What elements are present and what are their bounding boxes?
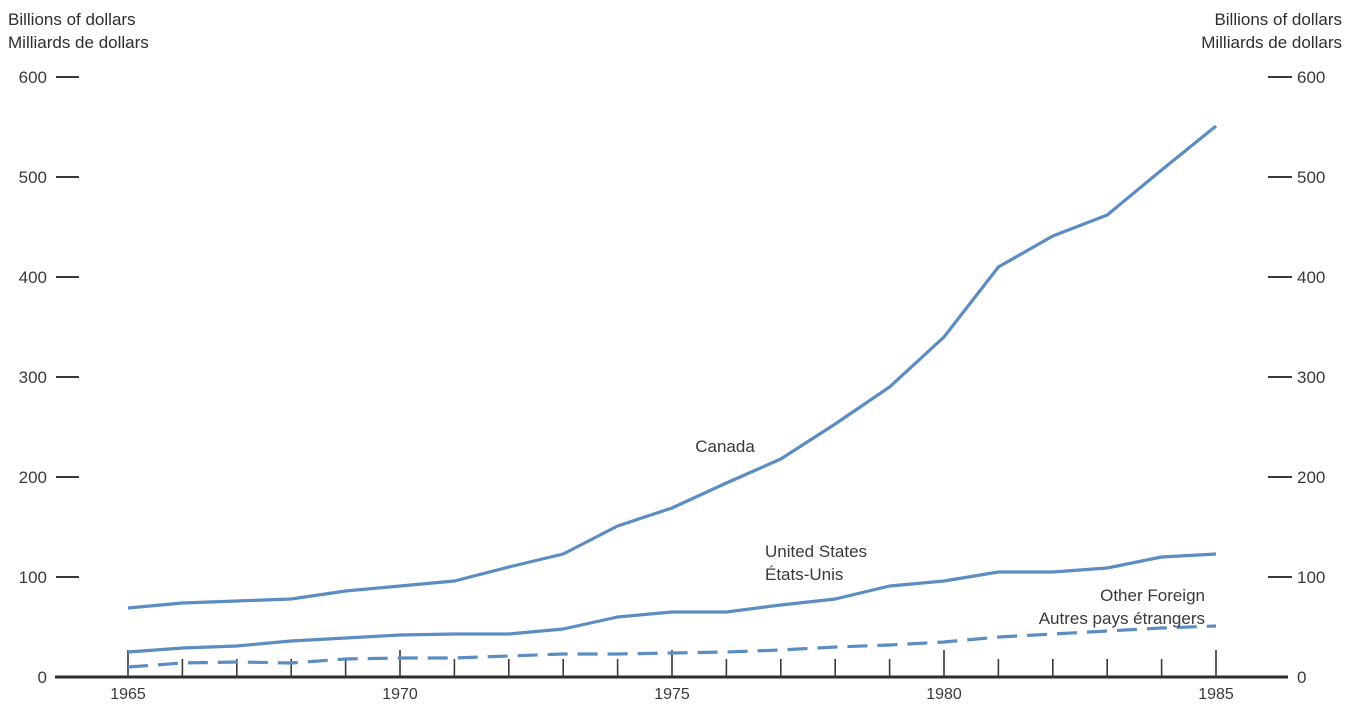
y-axis-title-right: Billions of dollars Milliards de dollars <box>1201 9 1342 55</box>
y-tick-label-left: 500 <box>19 168 47 187</box>
y-axis-title-right-line-2: Milliards de dollars <box>1201 32 1342 52</box>
y-tick-label-right: 200 <box>1297 468 1325 487</box>
series-label: Autres pays étrangers <box>1039 609 1205 628</box>
x-tick-label: 1985 <box>1198 686 1234 703</box>
x-tick-label: 1975 <box>654 686 690 703</box>
y-tick-label-left: 400 <box>19 268 47 287</box>
y-axis-title-left: Billions of dollars Milliards de dollars <box>8 9 149 55</box>
y-tick-label-right: 0 <box>1297 668 1306 687</box>
y-tick-label-right: 600 <box>1297 68 1325 87</box>
y-axis-title-left-line-2: Milliards de dollars <box>8 32 149 52</box>
y-tick-label-right: 400 <box>1297 268 1325 287</box>
series-label: Canada <box>695 437 755 456</box>
series-label: Other Foreign <box>1100 586 1205 605</box>
y-axis-title-left-line-1: Billions of dollars <box>8 10 136 29</box>
y-tick-label-left: 200 <box>19 468 47 487</box>
y-axis-title-right-line-1: Billions of dollars <box>1214 10 1342 29</box>
series-label: États-Unis <box>765 565 843 584</box>
y-tick-label-right: 300 <box>1297 368 1325 387</box>
y-tick-label-right: 500 <box>1297 168 1325 187</box>
y-tick-label-right: 100 <box>1297 568 1325 587</box>
y-tick-label-left: 300 <box>19 368 47 387</box>
series-line <box>127 124 1218 610</box>
series-label: United States <box>765 542 867 561</box>
x-tick-label: 1970 <box>382 686 418 703</box>
y-tick-label-left: 600 <box>19 68 47 87</box>
x-tick-label: 1980 <box>926 686 962 703</box>
series-line <box>127 624 1217 669</box>
y-tick-label-left: 0 <box>38 668 47 687</box>
x-tick-label: 1965 <box>110 686 146 703</box>
series-line <box>127 552 1217 654</box>
y-tick-label-left: 100 <box>19 568 47 587</box>
